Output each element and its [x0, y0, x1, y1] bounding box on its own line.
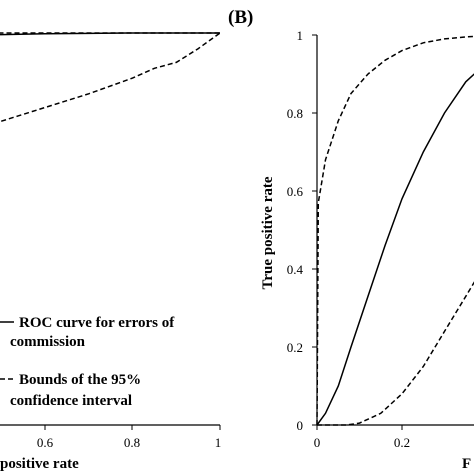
legend-solid-label-line1: ROC curve for errors of [19, 315, 175, 331]
panel-b-y-ticks: 0 0.2 0.4 0.6 0.8 1 [287, 28, 317, 433]
panel-a-series-2 [0, 32, 221, 123]
panel-b-y-tick-label: 0.8 [287, 106, 303, 121]
panel-b-x-ticks: 0 0.2 [314, 425, 410, 450]
panel-b-curves [316, 35, 474, 426]
legend-solid-label-line2: commission [10, 334, 86, 350]
legend-dashed-label-line2: confidence interval [10, 393, 132, 409]
panel-b-y-tick-label: 0.6 [287, 184, 304, 199]
panel-b-series-2 [317, 281, 474, 426]
panel-b-y-tick-label: 0.4 [287, 262, 304, 277]
panel-a-curves [0, 32, 221, 123]
panel-a-legend: ROC curve for errors of commission Bound… [0, 315, 175, 409]
panel-a-x-axis-label: positive rate [0, 456, 79, 472]
panel-a-x-tick-label: 1 [215, 435, 222, 450]
panel-a-x-tick-label: 0.6 [37, 435, 54, 450]
panel-a-series-0 [0, 32, 220, 36]
panel-b-series-0 [316, 73, 474, 426]
panel-b: (B) 00.20.40.60.81 0 0.2 True positive ra… [228, 7, 474, 472]
panel-b-x-tick-label: 0 [314, 435, 321, 450]
panel-b-y-tick-label: 0 [297, 418, 304, 433]
legend-dashed-label-line1: Bounds of the 95% [19, 372, 141, 388]
panel-a: 0.6 0.8 1 positive rate ROC curve for er… [0, 32, 222, 472]
panel-b-x-tick-label: 0.2 [394, 435, 410, 450]
panel-a-x-tick-label: 0.8 [124, 435, 140, 450]
panel-b-y-tick-label: 1 [297, 28, 304, 43]
panel-b-x-axis-label: F [462, 456, 471, 472]
panel-b-label: (B) [228, 7, 253, 28]
panel-b-y-tick-label: 0.2 [287, 340, 303, 355]
panel-b-series-1 [316, 35, 474, 426]
panel-b-y-axis-label: True positive rate [260, 176, 276, 289]
